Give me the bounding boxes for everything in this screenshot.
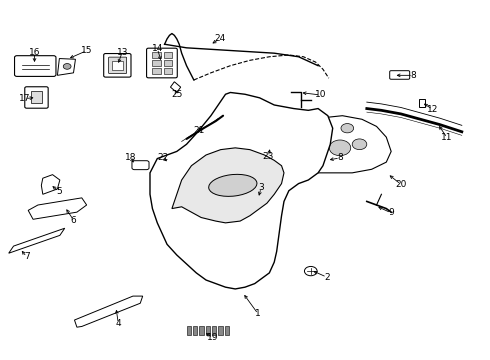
Bar — [152, 68, 161, 73]
PathPatch shape — [57, 59, 75, 75]
PathPatch shape — [171, 82, 181, 93]
Ellipse shape — [209, 174, 257, 196]
Circle shape — [341, 123, 354, 133]
Text: 20: 20 — [395, 180, 407, 189]
Text: 15: 15 — [81, 46, 93, 55]
Bar — [152, 52, 161, 58]
Bar — [212, 327, 216, 336]
Text: 8: 8 — [337, 153, 343, 162]
Text: 21: 21 — [193, 126, 204, 135]
Bar — [187, 327, 191, 336]
Text: 3: 3 — [258, 183, 264, 192]
Text: 4: 4 — [116, 319, 121, 328]
Text: 16: 16 — [29, 48, 40, 57]
FancyBboxPatch shape — [323, 157, 340, 164]
FancyBboxPatch shape — [390, 71, 410, 79]
Text: 10: 10 — [315, 90, 326, 99]
PathPatch shape — [41, 175, 60, 194]
Circle shape — [320, 128, 331, 136]
Bar — [269, 139, 277, 148]
Text: 24: 24 — [214, 35, 225, 44]
Bar — [152, 60, 161, 66]
Bar — [419, 99, 425, 107]
Text: 17: 17 — [19, 94, 30, 103]
Text: 22: 22 — [157, 153, 169, 162]
FancyBboxPatch shape — [147, 48, 177, 78]
Bar — [113, 61, 122, 70]
Bar — [193, 327, 197, 336]
Text: 8: 8 — [410, 71, 416, 80]
Text: 23: 23 — [263, 152, 274, 161]
Bar — [218, 327, 222, 336]
Circle shape — [251, 197, 263, 206]
Bar — [30, 91, 42, 103]
Circle shape — [63, 64, 71, 69]
Text: 2: 2 — [324, 273, 330, 282]
FancyBboxPatch shape — [109, 57, 126, 73]
PathPatch shape — [150, 93, 333, 289]
Circle shape — [352, 139, 367, 150]
Bar — [224, 327, 229, 336]
Bar — [205, 327, 210, 336]
Text: 1: 1 — [255, 310, 261, 319]
Circle shape — [329, 140, 351, 156]
Text: 11: 11 — [441, 133, 453, 142]
Text: 9: 9 — [388, 208, 394, 217]
Text: 14: 14 — [151, 44, 163, 53]
PathPatch shape — [28, 198, 87, 219]
Text: 19: 19 — [207, 333, 219, 342]
Bar — [165, 158, 177, 164]
Circle shape — [304, 266, 317, 276]
Bar — [199, 327, 203, 336]
PathPatch shape — [303, 116, 391, 173]
Bar — [164, 52, 172, 58]
FancyBboxPatch shape — [25, 87, 48, 108]
Text: 7: 7 — [24, 252, 29, 261]
Text: 12: 12 — [427, 105, 438, 114]
Text: 6: 6 — [71, 216, 76, 225]
Text: 18: 18 — [125, 153, 136, 162]
Bar — [164, 68, 172, 73]
FancyBboxPatch shape — [15, 56, 56, 76]
PathPatch shape — [9, 228, 65, 253]
PathPatch shape — [74, 296, 143, 327]
FancyBboxPatch shape — [104, 54, 131, 77]
Text: 13: 13 — [117, 48, 128, 57]
FancyBboxPatch shape — [132, 161, 149, 170]
Text: 25: 25 — [171, 90, 182, 99]
PathPatch shape — [172, 148, 284, 223]
Bar — [164, 60, 172, 66]
Text: 5: 5 — [56, 187, 62, 196]
